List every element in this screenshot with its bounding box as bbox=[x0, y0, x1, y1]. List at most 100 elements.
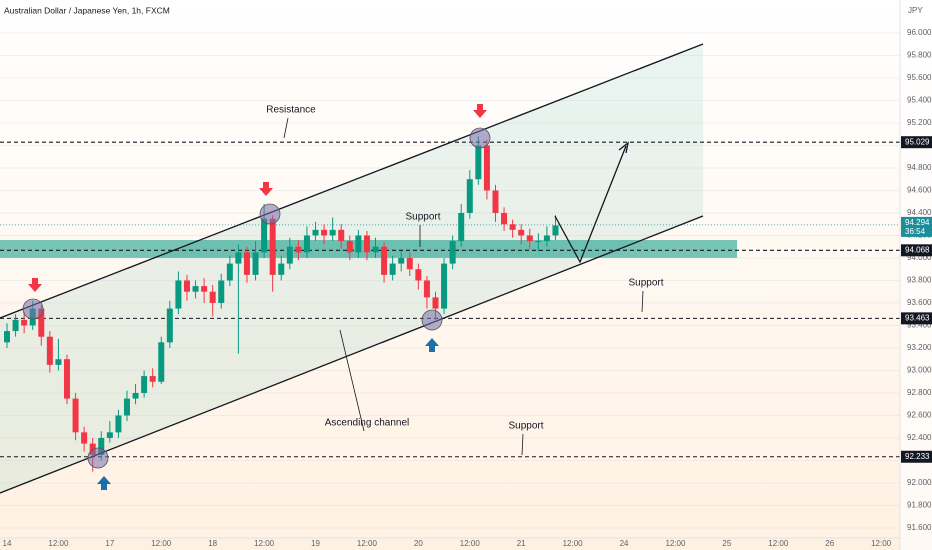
annotation-pointer bbox=[641, 290, 644, 313]
level-label-box bbox=[901, 312, 932, 325]
candle-body bbox=[261, 218, 268, 253]
candle-body bbox=[372, 246, 379, 253]
annotation-text: Support bbox=[405, 212, 440, 223]
y-tick-label: 94.000 bbox=[907, 253, 932, 262]
channel-upper bbox=[0, 43, 704, 319]
candle-body bbox=[123, 398, 130, 416]
y-tick-label: 92.800 bbox=[907, 388, 932, 397]
y-tick-label: 94.800 bbox=[907, 163, 932, 172]
annotation-pointer bbox=[283, 117, 289, 139]
candle-body bbox=[115, 415, 122, 433]
candle-body bbox=[106, 432, 113, 438]
candle-body bbox=[346, 241, 353, 253]
candle-body bbox=[312, 229, 319, 236]
channel-fill bbox=[0, 44, 703, 493]
annotations: Resistance Support Support Support Ascending… bbox=[266, 105, 664, 456]
candle-body bbox=[475, 145, 482, 180]
up-arrows bbox=[97, 338, 439, 490]
candle-body bbox=[415, 269, 422, 281]
x-tick-label: 12:00 bbox=[48, 539, 69, 548]
x-tick-label: 18 bbox=[208, 539, 217, 548]
annotation-pointer bbox=[521, 433, 524, 456]
projection bbox=[554, 145, 627, 264]
candle-body bbox=[63, 359, 70, 399]
candle-body bbox=[98, 437, 105, 455]
countdown-label: 36:54 bbox=[905, 227, 926, 236]
x-tick-label: 19 bbox=[311, 539, 320, 548]
y-tick-label: 94.400 bbox=[907, 208, 932, 217]
x-tick-label: 12:00 bbox=[871, 539, 892, 548]
candle-body bbox=[269, 218, 276, 275]
candle-body bbox=[12, 319, 19, 332]
y-tick-label: 93.000 bbox=[907, 366, 932, 375]
candle-body bbox=[398, 257, 405, 264]
annotation-text: Support bbox=[628, 278, 663, 289]
candle-body bbox=[389, 263, 396, 275]
candle-body bbox=[535, 241, 542, 243]
marker-circle bbox=[469, 127, 491, 149]
candle-body bbox=[252, 252, 259, 275]
candle-body bbox=[132, 392, 139, 399]
y-tick-label: 95.600 bbox=[907, 73, 932, 82]
candle-body bbox=[543, 235, 550, 242]
candle-body bbox=[286, 246, 293, 264]
x-tick-label: 12:00 bbox=[665, 539, 686, 548]
up-arrow bbox=[425, 338, 439, 352]
x-tick-label: 12:00 bbox=[460, 539, 481, 548]
candle-body bbox=[483, 145, 490, 191]
x-tick-label: 12:00 bbox=[151, 539, 172, 548]
candle-body bbox=[423, 280, 430, 298]
y-tick-label: 93.600 bbox=[907, 298, 932, 307]
candle-body bbox=[295, 246, 302, 253]
y-tick-label: 92.600 bbox=[907, 411, 932, 420]
down-arrow bbox=[259, 182, 273, 196]
candle-body bbox=[278, 263, 285, 275]
candle-body bbox=[501, 212, 508, 225]
level-label: 93.463 bbox=[905, 313, 930, 322]
candle-body bbox=[329, 229, 336, 236]
candle-body bbox=[166, 308, 173, 343]
candle-body bbox=[449, 241, 456, 264]
x-tick-label: 17 bbox=[105, 539, 114, 548]
x-tick-label: 25 bbox=[722, 539, 731, 548]
last-price-label: 94.294 bbox=[905, 218, 930, 227]
candle-body bbox=[4, 331, 10, 343]
candle-body bbox=[175, 280, 182, 309]
candle-body bbox=[303, 235, 310, 253]
marker-circle bbox=[87, 447, 109, 469]
candle-body bbox=[432, 297, 439, 309]
x-tick-label: 26 bbox=[825, 539, 834, 548]
candle-body bbox=[355, 235, 362, 253]
y-tick-label: 93.200 bbox=[907, 343, 932, 352]
y-tick-label: 92.000 bbox=[907, 478, 932, 487]
x-tick-label: 12:00 bbox=[254, 539, 275, 548]
candle-body bbox=[141, 376, 148, 393]
candle-body bbox=[458, 212, 465, 242]
chart-title: Australian Dollar / Japanese Yen, 1h, FX… bbox=[4, 5, 170, 15]
annotation-text: Ascending channel bbox=[325, 418, 410, 429]
x-tick-label: 24 bbox=[620, 539, 629, 548]
candle-body bbox=[226, 263, 233, 281]
x-tick-label: 12:00 bbox=[357, 539, 378, 548]
candle-body bbox=[243, 252, 250, 275]
y-tick-label: 95.200 bbox=[907, 118, 932, 127]
level-label: 94.068 bbox=[905, 245, 930, 254]
candle-body bbox=[363, 235, 370, 253]
candle-body bbox=[201, 286, 208, 292]
y-tick-label: 92.400 bbox=[907, 433, 932, 442]
down-arrow bbox=[473, 104, 487, 118]
candle-body bbox=[72, 398, 79, 433]
candle-body bbox=[38, 308, 45, 337]
candle-body bbox=[338, 229, 345, 242]
level-label: 95.029 bbox=[905, 137, 930, 146]
level-label: 92.233 bbox=[905, 452, 930, 461]
marker-circle bbox=[22, 298, 44, 320]
x-tick-label: 20 bbox=[414, 539, 423, 548]
candle-body bbox=[192, 286, 199, 292]
candle-body bbox=[235, 252, 242, 264]
candle-body bbox=[158, 342, 165, 382]
annotation-text: Resistance bbox=[266, 105, 316, 116]
down-arrows bbox=[28, 104, 487, 292]
